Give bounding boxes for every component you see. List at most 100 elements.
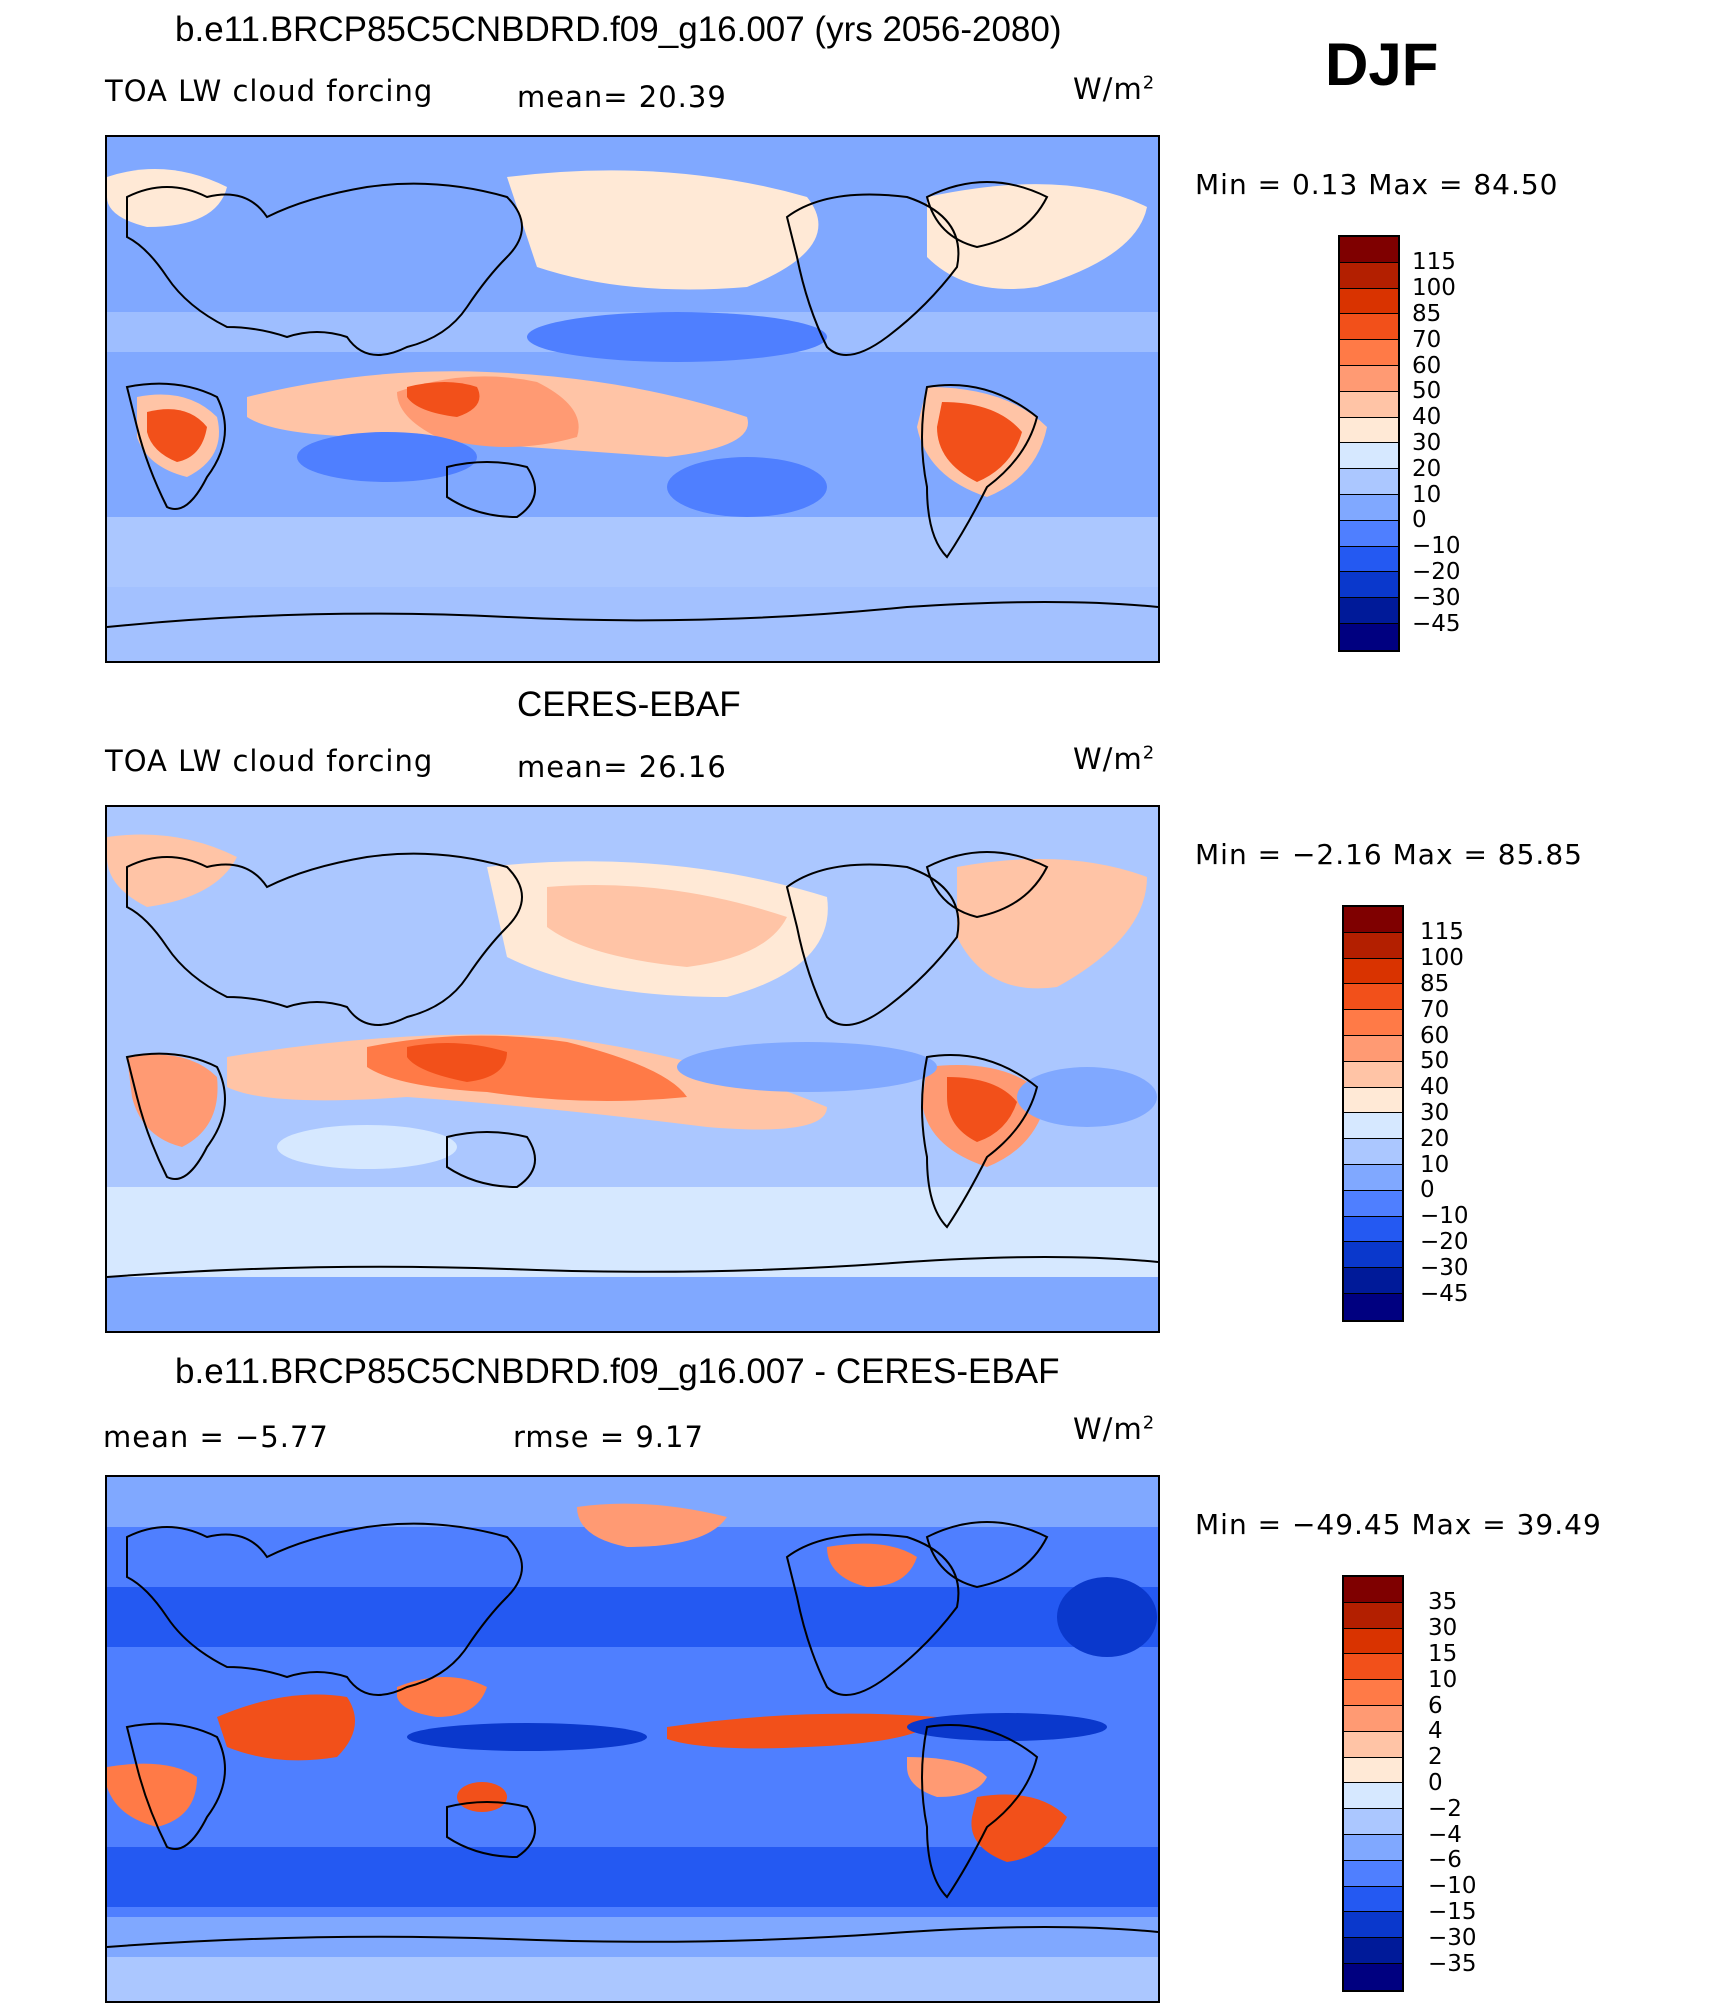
colorbar-tick-label: 50 — [1412, 378, 1442, 405]
minmax-label: Min = 0.13 Max = 84.50 — [1195, 168, 1559, 201]
colorbar-swatch — [1340, 546, 1398, 573]
season-label: DJF — [1325, 31, 1439, 98]
colorbar-tick-label: 85 — [1412, 300, 1442, 327]
colorbar-tick-label: 2 — [1428, 1744, 1443, 1771]
colorbar-tick-label: −10 — [1412, 533, 1461, 560]
colorbar-swatch — [1344, 1680, 1402, 1706]
colorbar-tick-label: −6 — [1428, 1847, 1462, 1874]
colorbar-swatch — [1344, 1963, 1402, 1990]
contour-map — [107, 1477, 1158, 2001]
colorbar-swatch — [1344, 1757, 1402, 1784]
colorbar-swatch — [1344, 1731, 1402, 1758]
colorbar-swatch — [1344, 1938, 1402, 1964]
colorbar-swatch — [1344, 1139, 1402, 1165]
units-label: W/m2 — [1073, 742, 1156, 776]
colorbar-swatch — [1340, 288, 1398, 315]
colorbar-swatch — [1344, 1293, 1402, 1320]
map-observation — [105, 805, 1160, 1333]
panel-title: b.e11.BRCP85C5CNBDRD.f09_g16.007 (yrs 20… — [175, 10, 1062, 49]
colorbar-tick-label: 10 — [1428, 1666, 1458, 1693]
colorbar-swatch — [1344, 1860, 1402, 1887]
colorbar-tick-label: −20 — [1420, 1228, 1469, 1255]
colorbar-tick-label: −30 — [1420, 1254, 1469, 1281]
colorbar-swatch — [1344, 1035, 1402, 1062]
colorbar-tick-label: −20 — [1412, 558, 1461, 585]
colorbar-tick-label: 10 — [1420, 1151, 1450, 1178]
colorbar-swatch — [1344, 1705, 1402, 1732]
colorbar-swatch — [1340, 391, 1398, 418]
colorbar-swatch — [1344, 1164, 1402, 1191]
colorbar-tick-label: −35 — [1428, 1950, 1477, 1977]
colorbar-swatch — [1344, 1834, 1402, 1861]
mean-label: mean= 20.39 — [517, 80, 727, 114]
colorbar-swatch — [1344, 932, 1402, 959]
colorbar-swatch — [1340, 443, 1398, 470]
variable-label: TOA LW cloud forcing — [105, 744, 434, 778]
colorbar-tick-label: −30 — [1428, 1924, 1477, 1951]
colorbar-tick-label: 35 — [1428, 1589, 1458, 1616]
mean-label: mean = −5.77 — [103, 1420, 329, 1454]
colorbar-swatch — [1340, 262, 1398, 289]
colorbar-swatch — [1340, 417, 1398, 444]
colorbar-swatch — [1344, 1087, 1402, 1114]
colorbar-tick-label: 0 — [1420, 1177, 1435, 1204]
colorbar-swatch — [1344, 1242, 1402, 1269]
colorbar-tick-label: 0 — [1412, 507, 1427, 534]
colorbar-tick-label: 115 — [1412, 249, 1456, 276]
colorbar-tick-label: −30 — [1412, 584, 1461, 611]
colorbar-tick-label: 0 — [1428, 1769, 1443, 1796]
colorbar-swatch — [1344, 1912, 1402, 1939]
colorbar-tick-label: 30 — [1412, 429, 1442, 456]
panel-title: b.e11.BRCP85C5CNBDRD.f09_g16.007 - CERES… — [175, 1352, 1060, 1391]
colorbar-swatch — [1340, 572, 1398, 599]
colorbar-tick-label: 85 — [1420, 970, 1450, 997]
colorbar-tick-label: 20 — [1420, 1125, 1450, 1152]
units-label: W/m2 — [1073, 72, 1156, 106]
colorbar-tick-label: 15 — [1428, 1640, 1458, 1667]
colorbar-swatch — [1340, 598, 1398, 624]
rmse-label: rmse = 9.17 — [513, 1420, 704, 1454]
colorbar-swatch — [1340, 494, 1398, 521]
colorbar-tick-label: 60 — [1412, 352, 1442, 379]
colorbar-swatch — [1344, 1061, 1402, 1088]
colorbar-swatch — [1344, 1268, 1402, 1294]
colorbar-swatch — [1344, 958, 1402, 985]
colorbar — [1342, 905, 1404, 1322]
colorbar-tick-label: 4 — [1428, 1718, 1443, 1745]
colorbar-tick-label: 30 — [1420, 1099, 1450, 1126]
colorbar-swatch — [1344, 1010, 1402, 1036]
colorbar-tick-label: 50 — [1420, 1048, 1450, 1075]
colorbar-tick-label: 20 — [1412, 455, 1442, 482]
colorbar-tick-label: 70 — [1420, 996, 1450, 1023]
colorbar-swatch — [1340, 365, 1398, 392]
colorbar-swatch — [1344, 1113, 1402, 1140]
colorbar-swatch — [1340, 237, 1398, 263]
colorbar-tick-label: 30 — [1428, 1615, 1458, 1642]
colorbar-swatch — [1340, 623, 1398, 650]
colorbar-tick-label: 70 — [1412, 326, 1442, 353]
map-difference — [105, 1475, 1160, 2003]
colorbar-tick-label: 10 — [1412, 481, 1442, 508]
map-model — [105, 135, 1160, 663]
colorbar — [1338, 235, 1400, 652]
colorbar-swatch — [1344, 1190, 1402, 1217]
colorbar-swatch — [1340, 314, 1398, 341]
colorbar-swatch — [1344, 984, 1402, 1011]
colorbar-swatch — [1344, 907, 1402, 933]
contour-map — [107, 137, 1158, 661]
colorbar-tick-label: −4 — [1428, 1821, 1462, 1848]
mean-label: mean= 26.16 — [517, 750, 727, 784]
colorbar-swatch — [1344, 1628, 1402, 1655]
colorbar-tick-label: 100 — [1420, 945, 1464, 972]
colorbar-swatch — [1344, 1886, 1402, 1913]
colorbar-swatch — [1344, 1654, 1402, 1681]
colorbar-tick-label: 40 — [1420, 1074, 1450, 1101]
colorbar-swatch — [1344, 1577, 1402, 1603]
colorbar-swatch — [1340, 340, 1398, 366]
colorbar-swatch — [1344, 1783, 1402, 1810]
units-label: W/m2 — [1073, 1412, 1156, 1446]
minmax-label: Min = −49.45 Max = 39.49 — [1195, 1508, 1602, 1541]
colorbar-tick-label: −10 — [1428, 1873, 1477, 1900]
colorbar-tick-label: −2 — [1428, 1795, 1462, 1822]
colorbar-tick-label: 6 — [1428, 1692, 1443, 1719]
